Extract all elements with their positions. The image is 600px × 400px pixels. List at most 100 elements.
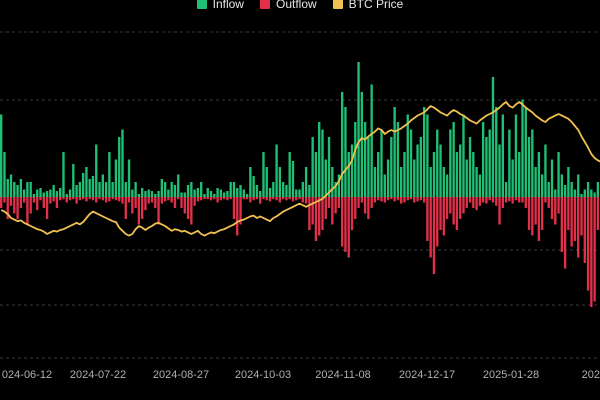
outflow-bar <box>216 197 219 203</box>
flow-bars <box>0 62 600 307</box>
outflow-bar <box>350 197 354 230</box>
outflow-bar <box>9 197 13 206</box>
outflow-bar <box>357 197 360 208</box>
outflow-bar <box>459 197 462 219</box>
x-tick-label: 2025-01-28 <box>483 369 539 381</box>
outflow-bar <box>550 197 554 219</box>
outflow-bar <box>413 197 416 203</box>
inflow-bar <box>367 137 370 197</box>
inflow-bar <box>337 174 341 197</box>
inflow-bar <box>245 194 249 197</box>
inflow-bar <box>475 167 478 197</box>
inflow-bar <box>193 189 196 197</box>
inflow-bar <box>265 167 268 197</box>
outflow-bar <box>432 197 436 274</box>
x-tick-label: 2024-10-03 <box>235 369 291 381</box>
outflow-bar <box>518 197 521 203</box>
outflow-bar <box>314 197 318 241</box>
outflow-bar <box>426 197 429 241</box>
outflow-bar <box>229 197 232 200</box>
outflow-bar <box>363 197 367 214</box>
inflow-bar <box>281 182 285 197</box>
outflow-bar <box>124 197 127 219</box>
inflow-bar <box>560 174 564 197</box>
outflow-bar <box>13 197 16 214</box>
inflow-bar <box>518 152 521 197</box>
outflow-bar <box>137 197 141 225</box>
outflow-bar <box>491 197 495 203</box>
inflow-bar <box>163 182 167 197</box>
inflow-bar <box>252 176 255 197</box>
inflow-bar <box>400 167 403 197</box>
outflow-bar <box>42 197 45 208</box>
inflow-bar <box>124 182 127 197</box>
outflow-bar <box>478 197 482 206</box>
inflow-bar <box>524 107 527 197</box>
inflow-bar <box>131 189 134 197</box>
inflow-bar <box>52 185 55 197</box>
outflow-bar <box>557 197 560 214</box>
inflow-bar <box>59 188 62 197</box>
outflow-bar <box>583 197 586 263</box>
inflow-bar <box>563 185 567 197</box>
inflow-bar <box>449 129 452 197</box>
inflow-bar <box>442 167 445 197</box>
inflow-bar <box>409 129 413 197</box>
inflow-bar <box>537 152 541 197</box>
outflow-bar <box>131 197 134 214</box>
inflow-bar <box>347 152 350 197</box>
outflow-bar <box>304 197 308 204</box>
outflow-bar <box>321 197 324 230</box>
outflow-bar <box>524 197 527 208</box>
outflow-bar <box>52 197 55 202</box>
outflow-bar <box>39 197 42 201</box>
inflow-bar <box>514 114 518 197</box>
outflow-bar <box>111 197 114 200</box>
inflow-bar <box>226 191 229 197</box>
inflow-bar <box>377 152 380 197</box>
inflow-bar <box>488 129 491 197</box>
inflow-bar <box>504 182 508 197</box>
inflow-bar <box>360 92 364 197</box>
inflow-bar <box>285 185 288 197</box>
outflow-bar <box>501 197 504 208</box>
outflow-bar <box>419 197 423 201</box>
outflow-bar <box>485 197 488 204</box>
outflow-bar <box>265 197 268 201</box>
inflow-swatch <box>196 0 207 9</box>
inflow-bar <box>32 194 36 197</box>
outflow-bar <box>521 197 524 203</box>
inflow-bar <box>29 182 32 197</box>
outflow-bar <box>0 197 3 208</box>
outflow-bar <box>121 197 124 204</box>
outflow-bar <box>78 197 82 201</box>
outflow-bar <box>452 197 455 225</box>
inflow-bar <box>272 182 275 197</box>
outflow-bar <box>170 197 173 203</box>
outflow-bar <box>400 197 403 204</box>
legend-label-btc-price: BTC Price <box>348 0 404 11</box>
inflow-bar <box>101 174 104 197</box>
outflow-bar <box>531 197 534 236</box>
outflow-bar <box>324 197 327 219</box>
outflow-bar <box>291 197 295 202</box>
inflow-bar <box>331 167 334 197</box>
inflow-bar <box>22 189 26 197</box>
outflow-bar <box>65 197 68 203</box>
outflow-bar <box>455 197 459 230</box>
inflow-bar <box>55 191 59 197</box>
inflow-bar <box>68 189 72 197</box>
inflow-bar <box>547 182 550 197</box>
inflow-bar <box>406 114 409 197</box>
outflow-bar <box>88 197 91 200</box>
outflow-bar <box>308 197 311 230</box>
outflow-bar <box>160 197 164 204</box>
inflow-bar <box>108 152 111 197</box>
outflow-bar <box>134 197 137 208</box>
outflow-bar <box>19 197 23 208</box>
outflow-bar <box>462 197 465 214</box>
outflow-bar <box>563 197 567 269</box>
inflow-bar <box>327 137 331 197</box>
outflow-bar <box>173 197 177 208</box>
inflow-bar <box>495 107 498 197</box>
